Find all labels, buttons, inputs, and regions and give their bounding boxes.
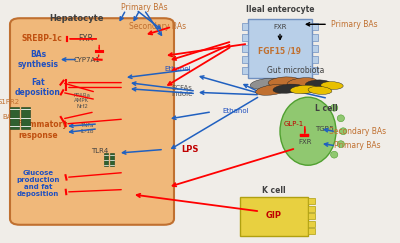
Bar [312,45,318,52]
Ellipse shape [256,85,288,95]
Text: CYP7A1: CYP7A1 [74,57,100,62]
Text: GIP: GIP [266,210,282,220]
Bar [242,34,248,41]
Bar [110,153,114,166]
Bar [21,107,30,129]
Text: Primary BAs: Primary BAs [331,20,377,29]
Bar [312,34,318,41]
Bar [242,56,248,63]
Text: L cell: L cell [315,104,337,113]
Ellipse shape [280,97,336,165]
Text: Ethanol: Ethanol [223,108,249,114]
Text: SREBP-1c: SREBP-1c [22,34,62,43]
Text: TGR5: TGR5 [315,126,333,132]
Text: FXR: FXR [273,24,287,30]
Text: BAs
synthesis: BAs synthesis [18,50,58,69]
Ellipse shape [321,82,343,89]
Ellipse shape [250,78,286,89]
Text: LPS: LPS [182,145,199,154]
Text: S1PR2: S1PR2 [0,99,20,105]
Ellipse shape [340,128,347,135]
Bar [242,45,248,52]
Text: Primary BAs: Primary BAs [121,3,167,12]
Text: Glucose
production
and fat
deposition: Glucose production and fat deposition [16,170,60,197]
Ellipse shape [308,87,332,94]
Text: FXR: FXR [298,139,312,145]
Bar [312,24,318,30]
Bar [312,67,318,74]
Text: Primary BAs: Primary BAs [334,141,380,150]
FancyBboxPatch shape [10,18,174,225]
Text: FXR: FXR [78,34,94,43]
Bar [308,206,315,212]
Ellipse shape [330,151,338,158]
Text: BAs: BAs [2,114,15,120]
Text: Inflammatory
response: Inflammatory response [9,121,67,139]
Ellipse shape [290,85,318,94]
Bar [248,19,312,78]
Bar [242,67,248,74]
Ellipse shape [287,78,317,87]
Bar [308,228,315,234]
Text: Gut microbiota: Gut microbiota [267,66,325,75]
Ellipse shape [268,77,300,87]
Text: Ileal enterocyte: Ileal enterocyte [246,5,314,14]
Ellipse shape [337,115,344,122]
Text: TLR4: TLR4 [90,148,108,154]
Ellipse shape [273,84,303,93]
Text: Ethanol: Ethanol [165,66,191,72]
Text: K cell: K cell [262,186,286,195]
Text: Fat
deposition: Fat deposition [15,78,61,97]
Bar [312,56,318,63]
Text: FGF15 /19: FGF15 /19 [258,46,302,56]
Bar [308,221,315,227]
Bar [308,198,315,204]
Text: GLP-1: GLP-1 [284,121,304,127]
Text: Hepatocyte: Hepatocyte [49,14,103,23]
Bar [240,197,308,236]
Text: Secondary BAs: Secondary BAs [329,127,386,136]
Ellipse shape [330,104,338,111]
Ellipse shape [305,80,331,89]
Bar [104,153,108,166]
Text: SCFAs
Indole: SCFAs Indole [171,85,193,97]
Text: PPARa
AMPK
Nrf2: PPARa AMPK Nrf2 [74,93,90,109]
Bar [10,107,19,129]
Bar [308,213,315,219]
Text: Secondary BAs: Secondary BAs [130,22,186,31]
Text: TNFa
IL-1b: TNFa IL-1b [80,123,94,134]
Bar [242,24,248,30]
Ellipse shape [337,141,344,148]
